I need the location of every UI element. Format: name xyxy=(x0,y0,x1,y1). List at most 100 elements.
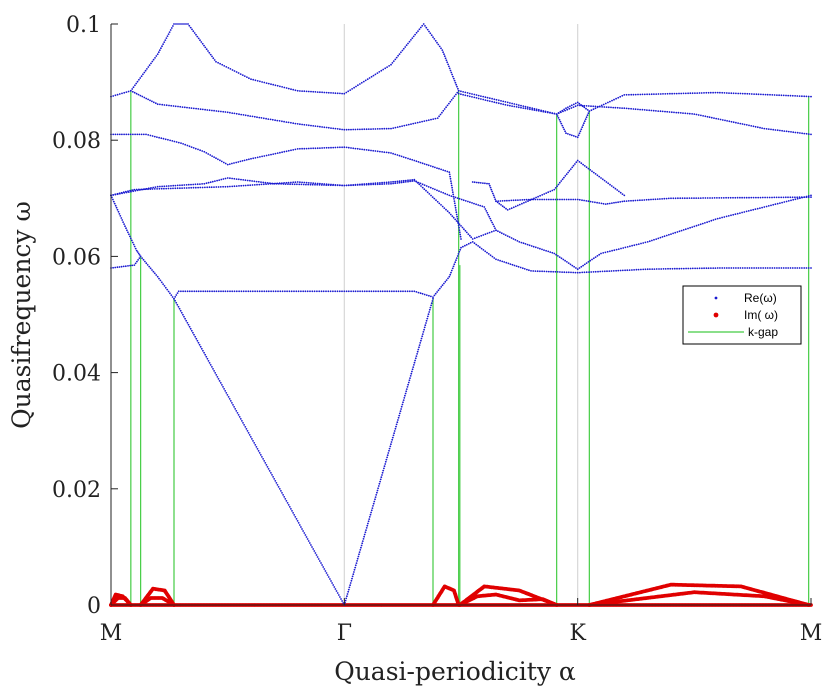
band-9-point xyxy=(418,28,421,31)
band-acoustic-right-point xyxy=(420,339,422,342)
band-8-point xyxy=(529,106,531,109)
band-7-point xyxy=(190,146,193,149)
band-1-point xyxy=(213,290,216,293)
band-9-point xyxy=(402,47,405,50)
band-8-point xyxy=(643,109,646,111)
band-acoustic-right-point xyxy=(405,390,408,393)
band-7-point xyxy=(323,147,326,149)
band-6-point xyxy=(778,196,780,199)
band-8-point xyxy=(570,107,573,109)
band-9-point xyxy=(453,79,456,82)
band-7-point xyxy=(459,235,462,238)
band-3-point xyxy=(265,183,267,186)
band-4-point xyxy=(255,180,258,183)
band-3-point xyxy=(549,251,552,254)
band-7-point xyxy=(451,191,454,194)
band-4-point xyxy=(298,183,301,186)
band-4-point xyxy=(400,180,403,182)
band-10-point xyxy=(737,92,740,95)
band-acoustic-right-point xyxy=(360,544,363,547)
band-acoustic-right-point xyxy=(421,333,424,335)
band-acoustic-left-point xyxy=(198,343,201,346)
band-4-point xyxy=(275,182,278,185)
band-7-point xyxy=(372,149,375,152)
band-4-point xyxy=(307,183,310,186)
gridlines xyxy=(343,24,579,605)
band-3-point xyxy=(674,231,677,234)
band-acoustic-left-point xyxy=(282,494,284,496)
band-1-point xyxy=(543,270,546,273)
band-10-point xyxy=(457,92,460,95)
band-10-point xyxy=(778,94,780,97)
band-3-point xyxy=(448,194,451,197)
band-8-point xyxy=(688,112,691,115)
band-8-point xyxy=(432,118,435,120)
band-1-point xyxy=(350,290,352,293)
band-8-point xyxy=(159,103,161,106)
band-3-point xyxy=(528,244,531,247)
band-1-point xyxy=(381,290,384,293)
band-acoustic-right-point xyxy=(426,317,429,320)
band-acoustic-left-point xyxy=(304,534,307,536)
band-8-point xyxy=(352,128,355,131)
band-8-point xyxy=(713,117,715,119)
band-5-point xyxy=(558,181,561,184)
legend[interactable]: Re(ω) Im( ω) k-gap xyxy=(682,285,802,345)
band-8-point xyxy=(267,118,270,120)
band-acoustic-left-point xyxy=(278,488,281,490)
band-6-point xyxy=(810,196,812,199)
band-5-point xyxy=(618,190,620,193)
band-3-point xyxy=(591,258,593,261)
band-9 xyxy=(129,23,460,95)
band-3-point xyxy=(251,184,254,186)
band-10-point xyxy=(540,110,542,113)
band-3-point xyxy=(398,181,401,184)
band-8-point xyxy=(310,124,312,127)
band-3-point xyxy=(734,213,737,216)
band-3-point xyxy=(160,187,163,190)
band-7-point xyxy=(188,145,191,148)
band-1-point xyxy=(379,290,382,293)
band-9-point xyxy=(411,37,414,39)
band-2 xyxy=(110,255,142,269)
band-8-point xyxy=(385,127,388,130)
band-8-point xyxy=(327,126,330,129)
band-3-point xyxy=(174,187,177,190)
band-6-point xyxy=(552,198,555,201)
band-6-point xyxy=(711,197,714,199)
band-6-point xyxy=(800,196,803,199)
band-9-point xyxy=(261,81,263,83)
band-3-point xyxy=(783,201,786,203)
band-8-point xyxy=(603,106,606,108)
band-7-point xyxy=(290,149,292,152)
band-10-point xyxy=(762,93,765,96)
band-3-point xyxy=(761,206,763,209)
band-7-point xyxy=(123,133,125,136)
band-acoustic-left-point xyxy=(296,520,299,522)
band-6-point xyxy=(545,198,548,201)
band-acoustic-left-point xyxy=(335,590,338,592)
band-6-point xyxy=(559,198,561,201)
band-1-point xyxy=(158,277,160,280)
band-9-point xyxy=(177,23,179,25)
band-1-point xyxy=(325,290,327,293)
band-1-point xyxy=(138,254,141,256)
band-5-point xyxy=(591,170,593,173)
band-3-point xyxy=(133,188,136,191)
band-acoustic-left-point xyxy=(266,466,269,468)
band-7-point xyxy=(211,155,214,158)
band-3-point xyxy=(774,203,777,206)
band-acoustic-left-point xyxy=(314,552,317,554)
band-6-point xyxy=(594,201,596,204)
band-10-point xyxy=(696,92,699,94)
band-3-point xyxy=(502,233,505,236)
band-acoustic-left-point xyxy=(233,406,236,408)
band-3-point xyxy=(294,181,297,184)
band-3-point xyxy=(475,203,477,206)
band-6-point xyxy=(661,198,663,200)
band-4-point xyxy=(311,183,314,186)
band-1-point xyxy=(541,270,543,273)
band-acoustic-right-point xyxy=(427,313,430,316)
band-4-point xyxy=(407,179,409,182)
band-3-point xyxy=(151,188,154,190)
